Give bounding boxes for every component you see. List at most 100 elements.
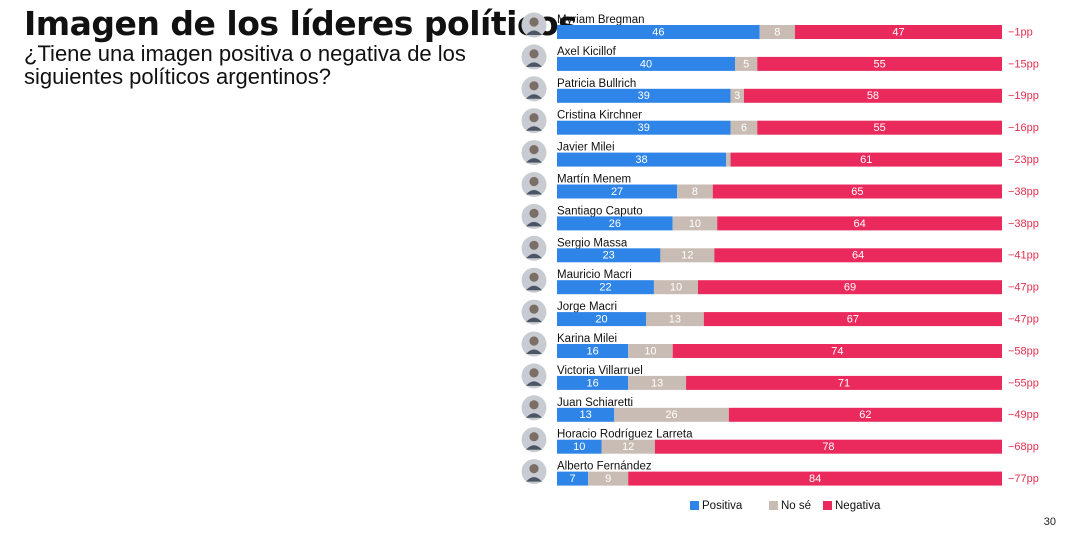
person-body-icon (526, 190, 542, 195)
person-icon (529, 336, 539, 346)
difference-label: −15pp (1008, 58, 1039, 70)
category-label: Mauricio Macri (557, 269, 632, 281)
bar-segment (557, 280, 654, 295)
bar-segment (697, 280, 1002, 295)
bar-segment (672, 216, 718, 231)
data-label: 39 (638, 90, 650, 102)
category-label: Juan Schiaretti (557, 397, 633, 409)
page-number: 30 (1043, 516, 1056, 528)
person-body-icon (526, 413, 542, 418)
data-label: 16 (586, 377, 598, 389)
difference-label: −58pp (1008, 345, 1039, 357)
person-body-icon (526, 445, 542, 450)
data-label: 38 (635, 154, 647, 166)
category-label: Patricia Bullrich (557, 78, 636, 90)
person-body-icon (526, 285, 542, 291)
data-label: 9 (605, 473, 611, 485)
person-body-icon (526, 30, 542, 35)
data-label: 55 (874, 58, 886, 70)
bar-segment (628, 375, 687, 390)
person-body-icon (526, 62, 542, 67)
data-label: 55 (874, 122, 886, 134)
difference-label: −38pp (1008, 186, 1039, 198)
data-label: 26 (609, 218, 621, 230)
category-label: Cristina Kirchner (557, 110, 642, 122)
category-label: Alberto Fernández (557, 461, 652, 473)
person-body-icon (526, 126, 542, 131)
bar-segment (757, 120, 1002, 135)
person-icon (529, 432, 539, 442)
data-label: 6 (741, 122, 747, 134)
bar-segment (686, 375, 1002, 390)
bar-segment (557, 120, 731, 135)
category-label: Victoria Villarruel (557, 365, 643, 377)
bar-segment (557, 152, 727, 167)
data-label: 84 (809, 473, 821, 485)
bar-segment (601, 439, 655, 454)
legend-label: Positiva (702, 500, 743, 512)
category-label: Jorge Macri (557, 301, 617, 313)
person-icon (529, 304, 539, 314)
data-label: 61 (860, 154, 872, 166)
data-label: 74 (831, 345, 843, 357)
legend-swatch (769, 501, 778, 510)
bar-segment (726, 152, 731, 167)
bar-segment (557, 184, 678, 199)
person-icon (529, 81, 539, 91)
person-icon (529, 49, 539, 59)
data-label: 10 (573, 441, 585, 453)
bar-segment (653, 280, 698, 295)
bar-segment (672, 344, 1002, 358)
legend-swatch (823, 501, 832, 510)
bar-segment (557, 312, 646, 327)
bar-segment (646, 312, 704, 327)
data-label: 23 (603, 250, 615, 262)
bar-segment (557, 439, 602, 454)
data-label: 67 (847, 314, 859, 326)
bar-segment (712, 184, 1002, 199)
bar-segment (730, 88, 744, 103)
data-label: 27 (611, 186, 623, 198)
difference-label: −47pp (1008, 314, 1039, 326)
bar-segment (757, 56, 1002, 71)
category-label: Sergio Massa (557, 237, 628, 249)
bar-segment (660, 248, 715, 263)
data-label: 46 (652, 26, 664, 38)
person-body-icon (526, 317, 542, 323)
data-label: 78 (822, 441, 834, 453)
person-icon (529, 208, 539, 218)
bar-segment (735, 56, 758, 71)
data-label: 65 (851, 186, 863, 198)
data-label: 62 (859, 409, 871, 421)
bar-segment (628, 344, 673, 358)
person-body-icon (526, 221, 542, 227)
data-label: 10 (689, 218, 701, 230)
data-label: 10 (670, 282, 682, 294)
bar-segment (703, 312, 1002, 327)
data-label: 8 (692, 186, 698, 198)
bar-segment (557, 375, 629, 390)
bar-segment (759, 25, 795, 39)
category-label: Horacio Rodríguez Larreta (557, 429, 693, 441)
difference-label: −19pp (1008, 90, 1039, 102)
data-label: 20 (595, 314, 607, 326)
person-icon (529, 176, 539, 187)
bar-segment (557, 344, 629, 358)
difference-label: −68pp (1008, 441, 1039, 453)
bar-segment (717, 216, 1002, 231)
bar-segment (557, 88, 731, 103)
bar-segment (728, 407, 1002, 422)
data-label: 47 (892, 26, 904, 38)
bar-segment (557, 248, 661, 263)
person-body-icon (526, 381, 542, 386)
bar-segment (794, 25, 1002, 39)
person-icon (529, 272, 539, 282)
category-label: Santiago Caputo (557, 205, 643, 217)
person-icon (529, 145, 539, 155)
person-body-icon (526, 477, 542, 482)
data-label: 71 (838, 377, 850, 389)
bar-segment (557, 471, 589, 486)
bar-segment (557, 56, 735, 71)
data-label: 10 (644, 345, 656, 357)
data-label: 3 (734, 90, 740, 102)
